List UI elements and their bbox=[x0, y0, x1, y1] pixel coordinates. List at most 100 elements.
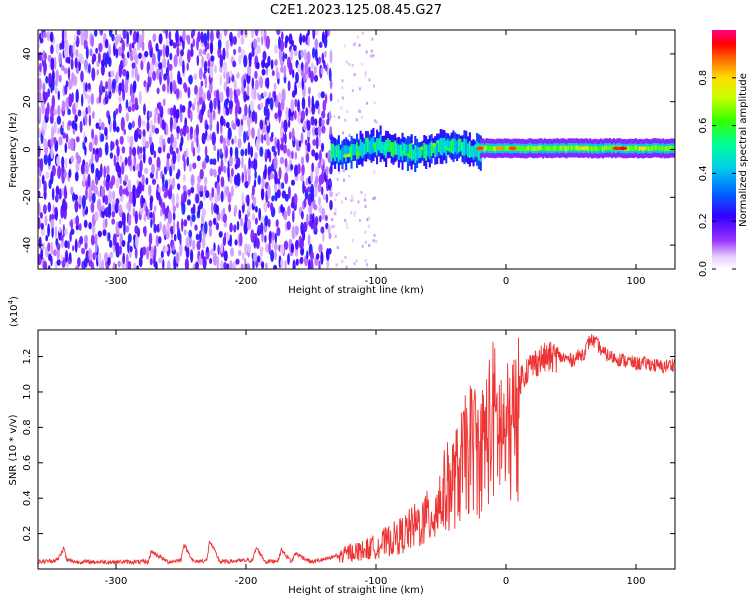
noise-mark bbox=[363, 198, 366, 202]
noise-mark bbox=[82, 110, 86, 118]
signal-line bbox=[669, 145, 672, 151]
noise-mark bbox=[300, 238, 304, 250]
noise-mark bbox=[273, 150, 277, 157]
noise-mark bbox=[211, 131, 216, 146]
noise-mark bbox=[65, 80, 69, 88]
noise-mark bbox=[226, 263, 230, 269]
noise-mark bbox=[44, 215, 48, 227]
noise-mark bbox=[155, 234, 160, 247]
signal-line bbox=[632, 146, 635, 151]
noise-mark bbox=[287, 186, 291, 199]
noise-mark bbox=[267, 218, 271, 228]
noise-mark bbox=[90, 234, 95, 246]
noise-mark bbox=[287, 56, 291, 69]
noise-mark bbox=[38, 106, 42, 120]
noise-mark bbox=[169, 69, 173, 82]
noise-mark bbox=[126, 31, 129, 45]
noise-mark bbox=[51, 95, 55, 109]
noise-mark bbox=[247, 126, 251, 137]
noise-mark bbox=[335, 193, 338, 197]
noise-mark bbox=[112, 78, 117, 89]
noise-mark bbox=[155, 42, 159, 52]
signal-band bbox=[427, 144, 430, 157]
noise-mark bbox=[233, 135, 237, 144]
noise-mark bbox=[118, 96, 122, 103]
noise-mark bbox=[336, 246, 339, 249]
noise-mark bbox=[300, 62, 304, 71]
noise-mark bbox=[184, 117, 188, 128]
noise-mark bbox=[121, 212, 126, 226]
noise-mark bbox=[50, 44, 54, 55]
noise-mark bbox=[131, 67, 135, 79]
signal-line bbox=[561, 145, 564, 151]
noise-mark bbox=[314, 152, 319, 161]
noise-mark bbox=[82, 81, 86, 90]
noise-mark bbox=[166, 152, 171, 160]
signal-spot bbox=[401, 151, 406, 155]
noise-mark bbox=[247, 65, 252, 76]
noise-mark bbox=[190, 110, 193, 123]
noise-mark bbox=[290, 98, 294, 113]
noise-mark bbox=[49, 31, 54, 43]
noise-mark bbox=[38, 236, 42, 249]
noise-mark bbox=[139, 160, 143, 173]
signal-line bbox=[520, 146, 523, 152]
noise-mark bbox=[305, 152, 310, 164]
signal-line bbox=[651, 145, 654, 151]
noise-mark bbox=[297, 113, 302, 124]
signal-line bbox=[563, 145, 566, 151]
signal-line bbox=[525, 146, 528, 152]
noise-mark bbox=[47, 223, 50, 237]
noise-mark bbox=[78, 223, 82, 231]
noise-mark bbox=[64, 249, 69, 263]
noise-mark bbox=[96, 170, 101, 181]
noise-mark bbox=[129, 145, 132, 158]
noise-mark bbox=[188, 74, 193, 85]
noise-mark bbox=[70, 137, 75, 152]
signal-line bbox=[560, 145, 563, 151]
noise-mark bbox=[167, 210, 173, 224]
signal-line bbox=[587, 146, 590, 152]
noise-mark bbox=[172, 104, 177, 119]
noise-mark bbox=[324, 50, 327, 58]
noise-mark bbox=[321, 125, 326, 134]
noise-mark bbox=[290, 48, 293, 61]
noise-mark bbox=[62, 224, 66, 238]
noise-mark bbox=[127, 179, 132, 193]
noise-mark bbox=[77, 109, 82, 117]
noise-mark bbox=[219, 91, 224, 103]
noise-mark bbox=[50, 218, 55, 228]
noise-mark bbox=[328, 248, 332, 255]
noise-mark bbox=[245, 263, 251, 269]
noise-mark bbox=[94, 233, 98, 246]
signal-line bbox=[571, 145, 574, 151]
signal-line bbox=[483, 146, 486, 152]
noise-mark bbox=[361, 62, 364, 66]
noise-mark bbox=[241, 191, 245, 206]
noise-mark bbox=[129, 42, 132, 53]
signal-peak bbox=[612, 146, 621, 151]
signal-line bbox=[532, 146, 535, 152]
noise-mark bbox=[321, 207, 326, 221]
noise-mark bbox=[212, 217, 217, 226]
noise-mark bbox=[268, 241, 271, 255]
noise-mark bbox=[179, 76, 183, 85]
noise-mark bbox=[353, 213, 356, 217]
noise-mark bbox=[74, 57, 78, 69]
noise-mark bbox=[186, 34, 191, 42]
noise-mark bbox=[310, 183, 315, 197]
noise-mark bbox=[287, 80, 291, 92]
signal-band bbox=[423, 142, 426, 159]
noise-mark bbox=[322, 99, 327, 112]
noise-mark bbox=[265, 35, 270, 50]
noise-mark bbox=[197, 105, 200, 114]
noise-mark bbox=[182, 185, 187, 192]
noise-mark bbox=[232, 60, 237, 68]
noise-mark bbox=[351, 89, 354, 93]
noise-mark bbox=[353, 73, 356, 77]
noise-mark bbox=[59, 217, 62, 225]
noise-mark bbox=[329, 199, 333, 211]
noise-mark bbox=[220, 176, 225, 188]
noise-mark bbox=[111, 210, 116, 218]
noise-mark bbox=[43, 260, 48, 269]
